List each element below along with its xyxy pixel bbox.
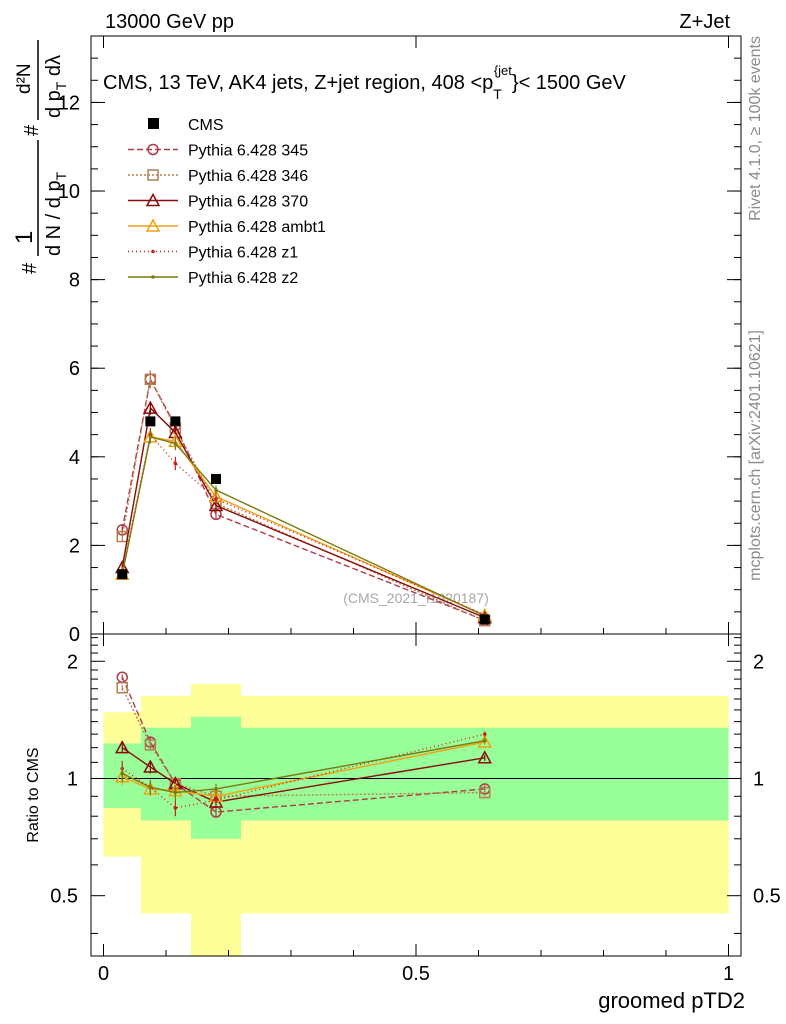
- legend-label-0: Pythia 6.428 345: [188, 143, 308, 160]
- ylabel-denom1: d N / d pT: [43, 171, 69, 256]
- legend-label-data: CMS: [188, 117, 224, 134]
- series-layer: [114, 370, 493, 818]
- series-ratio-point-4-2: [173, 806, 178, 810]
- legend: CMS Pythia 6.428 345 Pythia 6.428 346 Pythi…: [128, 117, 326, 287]
- ytick-label-ratio-2: 2: [67, 651, 78, 673]
- series-point-4-3: [214, 497, 218, 501]
- ytick-label-ratio-right-1: 1: [753, 768, 764, 790]
- ytick-label-main-4: 8: [69, 270, 80, 292]
- ylabel-hash1: #: [19, 262, 41, 274]
- series-point-5-1: [148, 435, 153, 439]
- series-point-5-3: [214, 488, 218, 492]
- ylabel-ratio: Ratio to CMS: [25, 747, 42, 842]
- series-ratio-point-2-1: [143, 759, 158, 773]
- legend-marker-3: [145, 218, 161, 232]
- legend-marker-0: [147, 143, 159, 156]
- legend-label-3: Pythia 6.428 ambt1: [188, 219, 326, 236]
- legend-label-1: Pythia 6.428 346: [188, 168, 308, 185]
- series-point-4-2: [173, 461, 178, 466]
- series-line-1: [121, 377, 486, 622]
- ytick-label-main-0: 0: [69, 624, 80, 646]
- ylabel-denom2: d pT dλ: [43, 55, 69, 118]
- plot-title-main: CMS, 13 TeV, AK4 jets, Z+jet region, 408…: [103, 72, 493, 94]
- ratio-bands: [91, 683, 741, 956]
- ytick-label-main-2: 4: [69, 447, 80, 469]
- ytick-label-main-1: 2: [69, 535, 80, 557]
- xtick-label-2: 1: [723, 963, 734, 985]
- series-ratio-point-5-4: [482, 738, 487, 743]
- series-ratio-point-1-0: [116, 682, 128, 694]
- series-point-1-1: [144, 373, 157, 386]
- series-ratio-point-2-4: [477, 750, 493, 764]
- side-text-mcplots: mcplots.cern.ch [arXiv:2401.10621]: [747, 330, 764, 581]
- series-ratio-point-4-4: [482, 732, 487, 736]
- header-left: 13000 GeV pp: [105, 11, 234, 33]
- series-point-2-1: [143, 400, 158, 414]
- series-line-2: [121, 406, 486, 619]
- ytick-label-ratio-right-0: 0.5: [753, 886, 781, 908]
- series-ratio-point-2-0: [114, 740, 130, 754]
- band-inner-1: [141, 727, 191, 821]
- ytick-label-ratio-0: 0.5: [50, 886, 78, 908]
- data-series: [117, 416, 490, 625]
- ytick-label-main-6: 12: [58, 92, 80, 114]
- series-point-5-2: [173, 441, 178, 446]
- series-ratio-point-5-0: [120, 771, 125, 776]
- plot-title-sup: {jet: [494, 63, 512, 78]
- series-ratio-point-5-1: [148, 785, 153, 789]
- ytick-label-main-3: 6: [69, 358, 80, 380]
- data-point-3: [211, 473, 221, 484]
- series-ratio-point-5-2: [173, 790, 178, 795]
- ylabel-main: # 1 d N / d pT # d²N d pT dλ: [11, 40, 69, 274]
- ylabel-numer1: 1: [11, 231, 38, 244]
- legend-marker-1: [147, 169, 159, 181]
- series-ratio-point-1-4: [479, 786, 491, 799]
- plot-title-end: }< 1500 GeV: [512, 72, 627, 94]
- ytick-label-ratio-1: 1: [67, 768, 78, 790]
- data-point-2: [170, 416, 181, 427]
- plot-title: CMS, 13 TeV, AK4 jets, Z+jet region, 408…: [103, 63, 627, 102]
- xtick-label-1: 0.5: [402, 963, 430, 985]
- analysis-watermark: (CMS_2021_I1920187): [343, 590, 489, 606]
- legend-label-4: Pythia 6.428 z1: [188, 245, 298, 262]
- data-point-4: [479, 614, 490, 625]
- data-point-1: [145, 416, 156, 427]
- legend-label-5: Pythia 6.428 z2: [188, 270, 298, 287]
- band-inner-2: [191, 716, 241, 839]
- ylabel-numer2: d²N: [14, 63, 35, 94]
- xlabel: groomed pTD2: [598, 988, 745, 1013]
- legend-label-2: Pythia 6.428 370: [188, 194, 308, 211]
- xtick-label-0: 0: [98, 963, 109, 985]
- series-ratio-point-1-1: [144, 739, 157, 751]
- legend-marker-data: [148, 118, 159, 129]
- ylabel-hash2: #: [21, 124, 43, 136]
- legend-marker-2: [145, 192, 161, 207]
- series-point-2-3: [208, 497, 224, 512]
- plot-title-sub: T: [493, 86, 502, 102]
- series-ratio-point-4-3: [214, 798, 218, 802]
- ytick-label-ratio-right-2: 2: [753, 651, 764, 673]
- ytick-label-main-5: 10: [58, 181, 80, 203]
- series-line-0: [121, 377, 486, 621]
- header-right: Z+Jet: [679, 11, 730, 33]
- data-point-0: [117, 569, 128, 580]
- series-line-4: [121, 433, 486, 616]
- legend-marker-5: [151, 275, 155, 279]
- series-ratio-point-5-3: [214, 787, 218, 791]
- side-text-rivet: Rivet 4.1.0, ≥ 100k events: [747, 36, 764, 221]
- legend-marker-4: [151, 249, 155, 254]
